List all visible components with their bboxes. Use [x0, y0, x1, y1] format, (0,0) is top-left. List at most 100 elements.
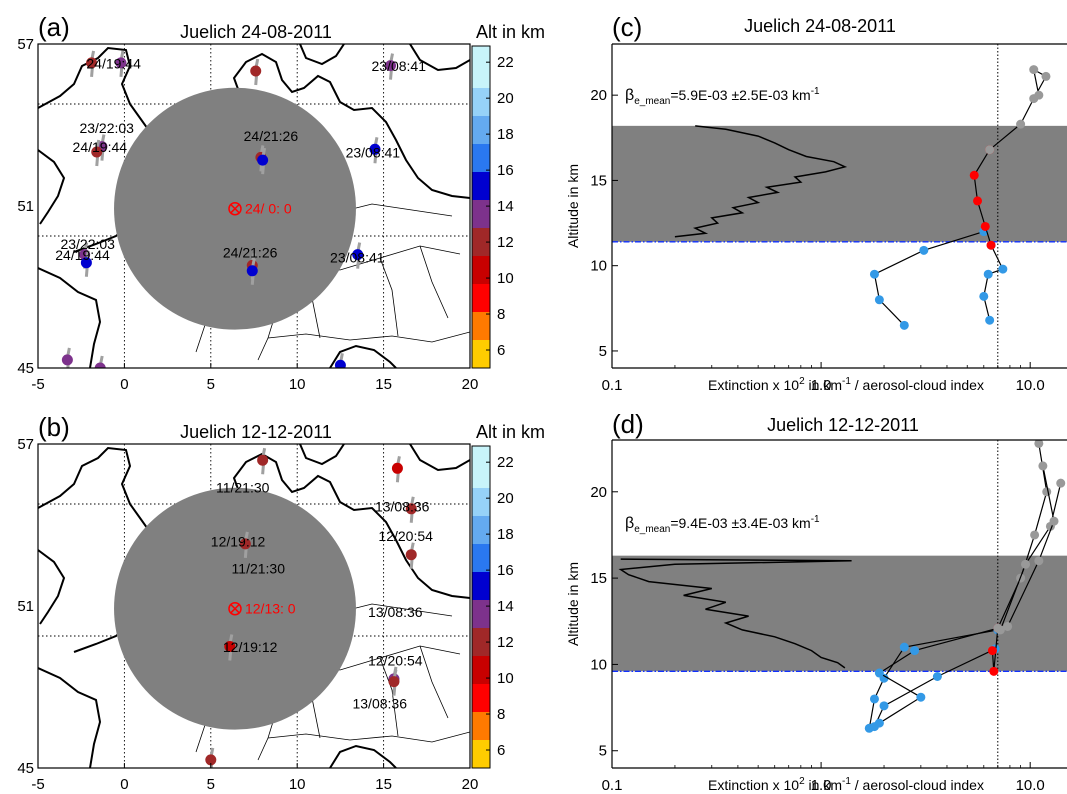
- colorbar-tick-label: 20: [497, 90, 514, 107]
- trajectory-time-label: 24/19:44: [73, 139, 128, 155]
- index-point: [979, 291, 989, 301]
- panel-label-a: (a): [38, 12, 70, 42]
- index-point: [973, 196, 983, 206]
- trajectory-time-label: 12/19:12: [223, 639, 278, 655]
- colorbar-tick-label: 22: [497, 454, 514, 471]
- panel-label-b: (b): [38, 412, 70, 442]
- x-tick-label: 15: [375, 376, 392, 393]
- index-point: [987, 646, 997, 656]
- trajectory-time-label: 12/20:54: [368, 652, 423, 668]
- panel-b: (b) Juelich 12-12-2011 Alt in km: [17, 412, 545, 793]
- index-point: [879, 701, 889, 711]
- index-point: [874, 718, 884, 728]
- y-tick-label: 45: [17, 760, 34, 777]
- y-tick-label: 10: [590, 656, 607, 673]
- y-tick-label: 57: [17, 436, 34, 453]
- trajectory-time-label: 24/21:26: [223, 244, 278, 260]
- trajectory-time-label: 13/08:36: [375, 499, 430, 515]
- index-point: [932, 672, 942, 682]
- map-frame-b: [37, 443, 471, 769]
- trajectory-point: [257, 454, 269, 466]
- colorbar-tick-label: 20: [497, 490, 514, 507]
- x-tick-label: 0: [120, 776, 128, 793]
- colorbar-a: 6 8 10 12 14 16 18 20 22: [471, 45, 514, 369]
- trajectory-time-label: 24/19:44: [86, 55, 141, 71]
- trajectory-point: [391, 462, 403, 474]
- y-tick-label: 15: [590, 570, 607, 587]
- index-point: [983, 269, 993, 279]
- index-point: [1034, 556, 1044, 566]
- extinction-profile-line: [674, 125, 848, 238]
- beta-annotation: βe_mean=9.4E-03 ±3.4E-03 km-1: [625, 514, 820, 535]
- index-point: [995, 625, 1005, 635]
- trajectory-point: [205, 754, 217, 766]
- trajectory-time-label: 23/08:41: [372, 58, 427, 74]
- trajectory-point: [246, 265, 258, 277]
- x-tick-label: 20: [462, 376, 479, 393]
- colorbar-tick-label: 16: [497, 162, 514, 179]
- colorbar-tick-label: 14: [497, 598, 514, 615]
- map-plot-a: 24/19:44 23/08:41 23/22:03 24/19:44 24/21:26…: [38, 44, 470, 368]
- x-tick-label: 1.0: [811, 377, 832, 394]
- trajectory-time-label: 23/22:03: [79, 120, 134, 136]
- y-tick-label: 20: [590, 484, 607, 501]
- trajectory-point: [369, 143, 381, 155]
- colorbar-tick-label: 8: [497, 306, 505, 323]
- trajectory-point: [405, 549, 417, 561]
- y-tick-label: 5: [599, 743, 607, 760]
- index-point: [869, 694, 879, 704]
- y-tick-label: 5: [599, 343, 607, 360]
- x-tick-label: 10: [289, 776, 306, 793]
- colorbar-tick-label: 8: [497, 706, 505, 723]
- index-point: [899, 642, 909, 652]
- colorbar-tick-label: 22: [497, 54, 514, 71]
- trajectory-point: [91, 146, 103, 158]
- index-point: [989, 666, 999, 676]
- trajectory-time-label: 24/21:26: [244, 128, 299, 144]
- juelich-marker-icon: [228, 601, 242, 616]
- trajectory-point: [334, 359, 346, 368]
- trajectory-point: [352, 249, 364, 261]
- x-axis-label: Extinction x 102 in km-1 / aerosol-cloud…: [708, 776, 984, 793]
- colorbar-tick-label: 16: [497, 562, 514, 579]
- index-point: [874, 668, 884, 678]
- trajectory-point: [388, 676, 400, 688]
- trajectory-point: [94, 362, 106, 368]
- juelich-time-label: 12/13: 0: [245, 601, 296, 617]
- colorbar-tick-label: 10: [497, 670, 514, 687]
- x-tick-label: 5: [207, 776, 215, 793]
- index-point: [1034, 90, 1044, 100]
- trajectory-point: [405, 503, 417, 515]
- y-tick-label: 15: [590, 172, 607, 189]
- index-point: [869, 269, 879, 279]
- colorbar-tick-label: 12: [497, 234, 514, 251]
- index-point: [1016, 119, 1026, 129]
- colorbar-label-b: Alt in km: [476, 422, 545, 442]
- colorbar-tick-label: 10: [497, 270, 514, 287]
- trajectory-time-label: 13/08:36: [368, 604, 423, 620]
- index-point: [919, 245, 929, 255]
- index-point: [1056, 478, 1066, 488]
- colorbar-tick-label: 12: [497, 634, 514, 651]
- index-point: [998, 264, 1008, 274]
- index-point: [1003, 621, 1013, 631]
- index-point: [874, 295, 884, 305]
- colorbar-tick-label: 18: [497, 126, 514, 143]
- cloud-layer-band: [612, 125, 1067, 242]
- x-tick-label: 1.0: [811, 777, 832, 794]
- index-point: [1030, 530, 1040, 540]
- y-tick-label: 45: [17, 360, 34, 377]
- y-tick-label: 57: [17, 36, 34, 53]
- trajectory-point: [115, 57, 127, 69]
- trajectory-time-label: 23/08:41: [330, 250, 385, 266]
- index-point: [916, 692, 926, 702]
- y-tick-label: 20: [590, 87, 607, 104]
- juelich-marker-icon: [228, 201, 242, 216]
- index-point: [1042, 487, 1052, 497]
- trajectory-time-label: 23/22:03: [60, 236, 115, 252]
- index-profile-line: [873, 231, 984, 326]
- index-point: [986, 240, 996, 250]
- colorbar-b: 6 8 10 12 14 16 18 20 22: [471, 445, 514, 769]
- x-tick-label: 0.1: [602, 377, 623, 394]
